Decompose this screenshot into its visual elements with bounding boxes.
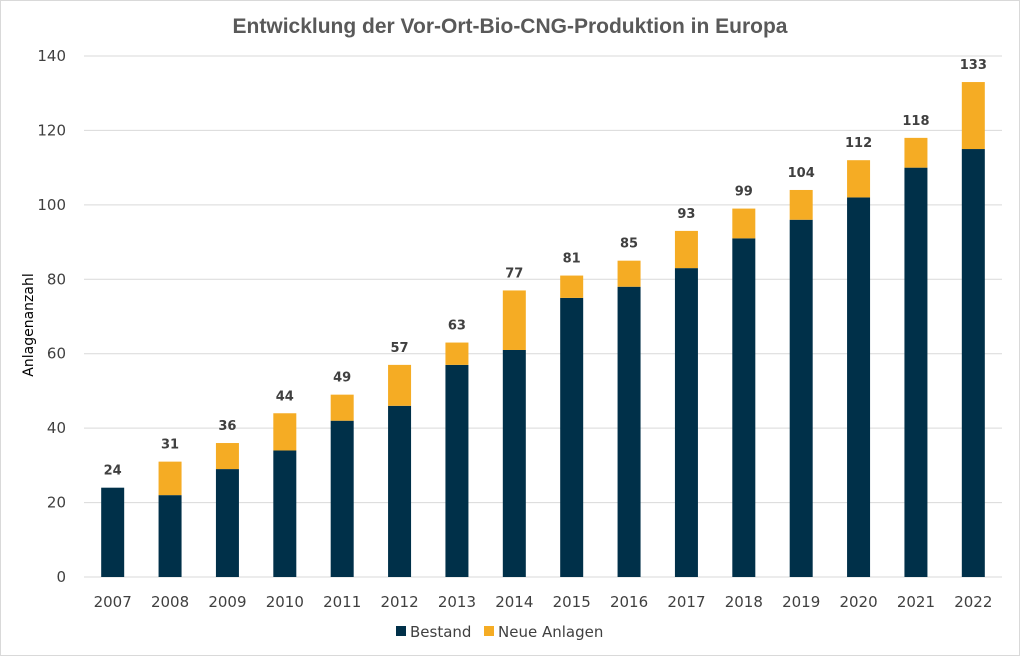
bar-segment-bestand [388, 405, 412, 577]
data-label: 63 [448, 319, 466, 334]
legend-swatch [484, 626, 494, 636]
bar-segment-neue-anlagen [388, 364, 412, 406]
bar-segment-neue-anlagen [961, 82, 985, 150]
x-tick-label: 2019 [782, 593, 820, 611]
data-label: 57 [391, 341, 409, 356]
bar-segment-neue-anlagen [215, 443, 239, 470]
y-tick-label: 40 [47, 419, 66, 437]
bar-segment-neue-anlagen [617, 260, 641, 287]
bar-segment-neue-anlagen [674, 230, 698, 269]
bar-segment-bestand [732, 238, 756, 577]
x-tick-label: 2011 [323, 593, 361, 611]
chart-title: Entwicklung der Vor-Ort-Bio-CNG-Produkti… [233, 15, 788, 38]
bar-segment-bestand [961, 149, 985, 578]
x-tick-label: 2015 [553, 593, 591, 611]
legend-swatch [396, 626, 406, 636]
x-tick-label: 2014 [495, 593, 533, 611]
data-label: 24 [104, 464, 122, 479]
bar-segment-neue-anlagen [904, 137, 928, 168]
x-tick-label: 2020 [839, 593, 877, 611]
data-label: 118 [902, 114, 929, 129]
x-tick-label: 2012 [380, 593, 418, 611]
x-tick-label: 2008 [151, 593, 189, 611]
y-tick-label: 0 [56, 568, 66, 586]
y-tick-label: 140 [37, 47, 66, 65]
bar-segment-neue-anlagen [847, 160, 871, 198]
y-tick-label: 120 [37, 121, 66, 139]
legend-label: Bestand [410, 623, 471, 641]
bar-segment-neue-anlagen [789, 189, 813, 220]
x-tick-label: 2013 [438, 593, 476, 611]
bar-segment-neue-anlagen [445, 342, 469, 365]
data-label: 85 [620, 237, 638, 252]
x-tick-label: 2021 [897, 593, 935, 611]
data-label: 93 [677, 207, 695, 222]
data-label: 133 [960, 58, 987, 73]
data-label: 104 [788, 166, 815, 181]
bar-segment-bestand [789, 219, 813, 577]
bar-segment-bestand [273, 450, 297, 577]
bar-segment-neue-anlagen [273, 413, 297, 451]
x-tick-label: 2007 [94, 593, 132, 611]
bar-segment-neue-anlagen [732, 208, 756, 239]
x-axis-ticks: 2007 2008 2009 2010 2011 2012 2013 2014 2015 2016… [94, 593, 993, 611]
bar-segment-bestand [560, 297, 584, 577]
x-tick-label: 2018 [725, 593, 763, 611]
bar-segment-bestand [330, 420, 354, 577]
legend-label: Neue Anlagen [498, 623, 603, 641]
bars [101, 82, 985, 578]
data-label: 36 [218, 419, 236, 434]
y-tick-label: 80 [47, 270, 66, 288]
legend: Bestand Neue Anlagen [396, 623, 603, 641]
bar-segment-bestand [101, 487, 125, 577]
data-label: 31 [161, 438, 179, 453]
y-tick-label: 20 [47, 494, 66, 512]
data-label: 112 [845, 136, 872, 151]
data-label: 81 [563, 252, 581, 267]
x-tick-label: 2016 [610, 593, 648, 611]
bar-segment-bestand [215, 469, 239, 577]
bar-segment-bestand [674, 268, 698, 577]
bar-segment-neue-anlagen [502, 290, 526, 350]
bar-segment-bestand [445, 364, 469, 577]
data-labels: 24 31 36 44 49 57 63 77 81 85 93 99 104 112 118 133 [104, 58, 987, 479]
data-label: 44 [276, 389, 294, 404]
bar-segment-bestand [904, 167, 928, 577]
x-tick-label: 2009 [208, 593, 246, 611]
data-label: 49 [333, 371, 351, 386]
bar-segment-bestand [617, 286, 641, 577]
bar-segment-bestand [847, 197, 871, 577]
bar-segment-bestand [502, 349, 526, 577]
x-tick-label: 2017 [667, 593, 705, 611]
y-tick-label: 60 [47, 345, 66, 363]
data-label: 99 [735, 185, 753, 200]
bar-segment-neue-anlagen [560, 275, 584, 298]
y-axis-ticks: 0 20 40 60 80 100 120 140 [37, 47, 66, 586]
bar-segment-neue-anlagen [330, 394, 354, 421]
x-tick-label: 2010 [266, 593, 304, 611]
bar-segment-bestand [158, 495, 182, 577]
bar-segment-neue-anlagen [158, 461, 182, 496]
y-axis-label: Anlagenanzahl [21, 273, 37, 376]
data-label: 77 [505, 266, 523, 281]
x-tick-label: 2022 [954, 593, 992, 611]
y-tick-label: 100 [37, 196, 66, 214]
